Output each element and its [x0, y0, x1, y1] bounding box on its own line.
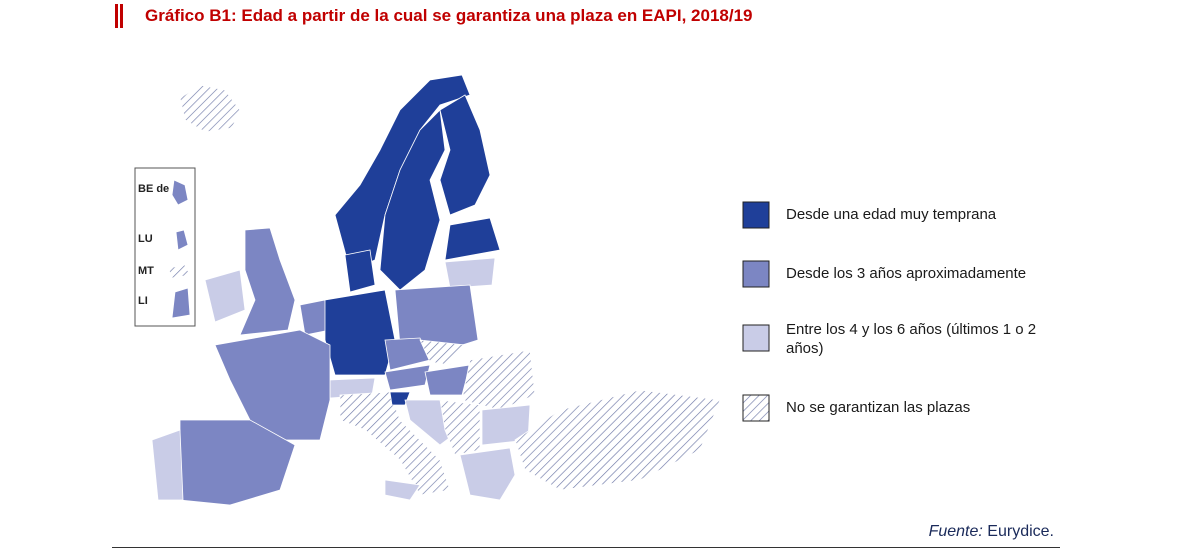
hungary — [424, 364, 471, 396]
source-name: Eurydice. — [987, 523, 1054, 540]
italy — [339, 391, 451, 496]
slovakia — [419, 339, 466, 366]
finland — [439, 94, 491, 216]
inset-label: BE de — [138, 183, 169, 195]
inset-shape — [171, 287, 191, 319]
inset: BE de LU MT LI — [134, 167, 196, 327]
inset-shape — [167, 264, 191, 279]
legend-swatch — [742, 201, 770, 229]
turkey — [514, 389, 721, 491]
legend-swatch — [742, 260, 770, 288]
inset-label: MT — [138, 265, 154, 277]
norway — [334, 74, 471, 271]
inset-box — [134, 167, 196, 327]
portugal — [151, 429, 184, 501]
title-bar — [115, 4, 118, 28]
sweden — [379, 109, 446, 291]
rule — [112, 547, 1060, 548]
title-bar — [120, 4, 123, 28]
title: Gráfico B1: Edad a partir de la cual se … — [145, 6, 753, 25]
romania — [461, 349, 536, 411]
slovenia — [389, 391, 411, 406]
legend-label: Desde los 3 años aproximadamente — [786, 265, 1027, 282]
legend-swatch — [742, 394, 770, 422]
inset-label: LU — [138, 233, 153, 245]
greece — [459, 447, 516, 501]
france — [214, 329, 331, 441]
austria — [384, 364, 431, 391]
ireland — [204, 269, 246, 323]
inset-shape — [175, 229, 189, 251]
legend-label: No se garantizan las plazas — [786, 399, 971, 416]
inset-shape — [171, 179, 189, 206]
source-prefix: Fuente: — [928, 523, 983, 540]
baltics — [444, 217, 501, 261]
countries — [151, 74, 721, 506]
serbia — [439, 399, 481, 456]
legend-swatch — [742, 324, 770, 352]
legend-label: Entre los 4 y los 6 años (últimos 1 o 2 … — [786, 321, 1037, 357]
uk — [239, 227, 296, 336]
legend-label: Desde una edad muy temprana — [786, 206, 997, 223]
inset-label: LI — [138, 295, 148, 307]
legend — [742, 201, 770, 422]
denmark — [344, 249, 376, 293]
lithuania — [444, 257, 496, 289]
germany — [324, 289, 396, 376]
iceland — [179, 84, 241, 133]
source: Fuente: Eurydice. — [929, 523, 1054, 541]
sicily — [384, 479, 421, 501]
